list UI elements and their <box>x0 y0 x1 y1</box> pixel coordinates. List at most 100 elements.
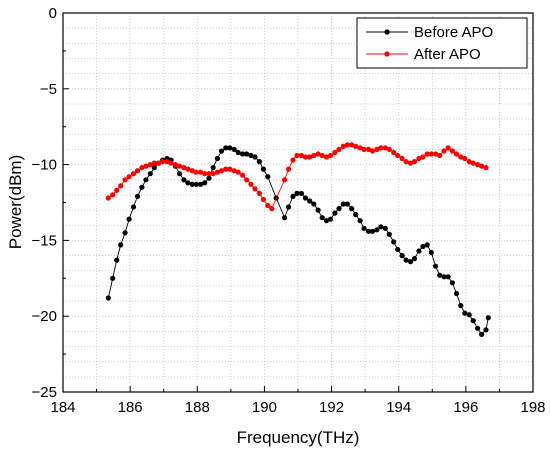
data-point-after-apo <box>181 165 187 171</box>
data-point-before-apo <box>298 190 304 196</box>
data-point-after-apo <box>110 192 116 198</box>
data-point-after-apo <box>466 159 472 165</box>
data-point-after-apo <box>223 166 229 172</box>
data-point-after-apo <box>483 165 489 171</box>
data-point-before-apo <box>282 215 288 221</box>
data-point-before-apo <box>185 180 191 186</box>
data-point-after-apo <box>315 151 321 157</box>
legend-label-after-apo: After APO <box>414 46 481 63</box>
x-tick-label: 184 <box>50 399 75 416</box>
data-point-before-apo <box>176 171 183 177</box>
series-layer <box>105 142 491 337</box>
data-point-after-apo <box>240 172 246 178</box>
data-point-before-apo <box>323 218 330 224</box>
data-point-before-apo <box>336 206 342 212</box>
data-point-after-apo <box>168 160 174 166</box>
data-point-after-apo <box>319 152 325 159</box>
data-point-after-apo <box>357 145 363 151</box>
y-tick-label: 0 <box>49 5 57 22</box>
data-point-after-apo <box>311 152 317 159</box>
data-point-before-apo <box>235 149 241 156</box>
data-point-after-apo <box>323 154 330 160</box>
data-point-after-apo <box>164 159 170 165</box>
data-point-before-apo <box>126 216 132 222</box>
data-point-before-apo <box>214 155 220 162</box>
data-point-before-apo <box>223 145 229 151</box>
data-point-before-apo <box>210 165 216 171</box>
data-point-before-apo <box>395 246 401 253</box>
y-tick-label: −20 <box>32 308 57 325</box>
data-point-before-apo <box>315 207 321 213</box>
data-point-before-apo <box>294 190 300 196</box>
legend: Before APO After APO <box>356 17 528 69</box>
data-point-after-apo <box>470 160 476 166</box>
legend-marker-after-apo <box>384 51 390 57</box>
data-point-after-apo <box>403 159 409 165</box>
data-point-before-apo <box>110 275 116 281</box>
data-point-after-apo <box>256 190 262 196</box>
data-point-after-apo <box>290 157 296 163</box>
data-point-after-apo <box>118 183 124 189</box>
legend-marker-before-apo <box>384 29 390 35</box>
data-point-before-apo <box>369 228 376 234</box>
data-point-after-apo <box>248 181 254 187</box>
data-point-after-apo <box>265 202 271 209</box>
data-point-after-apo <box>252 186 258 192</box>
data-point-after-apo <box>382 145 388 151</box>
data-point-before-apo <box>382 225 388 231</box>
data-point-before-apo <box>428 249 434 256</box>
data-point-after-apo <box>307 154 313 160</box>
data-point-before-apo <box>302 195 308 201</box>
data-point-after-apo <box>449 148 455 154</box>
data-point-before-apo <box>134 193 141 199</box>
data-point-after-apo <box>437 152 443 159</box>
data-point-before-apo <box>218 148 225 154</box>
data-point-after-apo <box>365 146 372 152</box>
data-point-before-apo <box>311 201 317 207</box>
y-tick-label: −5 <box>40 81 57 98</box>
data-point-before-apo <box>483 327 489 333</box>
data-point-after-apo <box>378 145 384 151</box>
data-point-before-apo <box>189 181 195 187</box>
data-point-before-apo <box>386 231 392 237</box>
y-tick-label: −15 <box>32 232 57 249</box>
data-point-before-apo <box>319 215 325 221</box>
data-point-before-apo <box>349 206 355 212</box>
data-point-after-apo <box>433 151 439 157</box>
data-point-before-apo <box>290 193 296 199</box>
data-point-before-apo <box>206 175 212 181</box>
grid <box>63 13 533 392</box>
data-point-before-apo <box>332 210 338 216</box>
data-point-after-apo <box>353 143 359 149</box>
data-point-after-apo <box>156 160 162 166</box>
data-point-before-apo <box>433 263 439 269</box>
data-point-before-apo <box>475 325 481 331</box>
data-point-before-apo <box>227 145 233 151</box>
y-axis-title: Power(dBm) <box>6 155 25 249</box>
x-tick-label: 198 <box>520 399 545 416</box>
data-point-after-apo <box>244 177 250 183</box>
data-point-after-apo <box>198 169 204 175</box>
data-point-before-apo <box>466 312 472 318</box>
data-point-after-apo <box>147 162 153 168</box>
data-point-before-apo <box>105 295 111 301</box>
y-tick-label: −10 <box>32 157 57 174</box>
data-point-before-apo <box>374 227 380 233</box>
x-tick-label: 188 <box>185 399 210 416</box>
data-point-after-apo <box>206 171 212 177</box>
data-point-after-apo <box>416 155 422 162</box>
data-point-before-apo <box>424 242 430 248</box>
data-point-before-apo <box>181 177 187 183</box>
data-point-before-apo <box>286 204 292 210</box>
data-point-after-apo <box>214 169 220 175</box>
data-point-before-apo <box>453 290 460 297</box>
data-point-before-apo <box>411 256 418 262</box>
data-point-after-apo <box>294 152 300 159</box>
data-point-after-apo <box>105 195 111 201</box>
data-point-before-apo <box>399 253 405 259</box>
data-point-before-apo <box>252 154 258 160</box>
data-point-after-apo <box>395 152 401 159</box>
data-point-after-apo <box>151 160 157 166</box>
data-point-after-apo <box>420 154 426 160</box>
y-tick-label: −25 <box>32 384 57 401</box>
